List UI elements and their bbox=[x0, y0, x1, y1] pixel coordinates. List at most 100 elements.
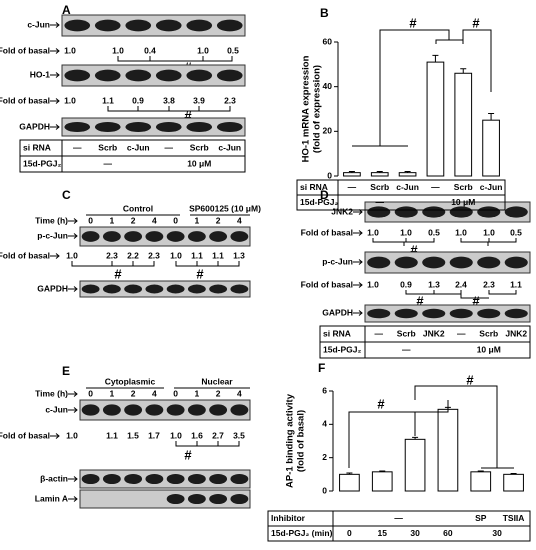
time-label: 1 bbox=[110, 388, 115, 398]
table-cell: 30 bbox=[492, 528, 502, 538]
arrow bbox=[50, 98, 60, 104]
fold-value: 1.0 bbox=[197, 45, 209, 55]
blot-band bbox=[145, 284, 164, 294]
fold-value: 2.3 bbox=[148, 250, 160, 260]
arrow bbox=[68, 233, 78, 239]
y-tick-label: 2 bbox=[322, 452, 327, 462]
row-label: JNK2 bbox=[331, 206, 353, 216]
y-axis-label: HO-1 mRNA expression bbox=[301, 55, 312, 162]
blot-band bbox=[166, 404, 185, 416]
significance-mark: # bbox=[377, 396, 385, 411]
blot-band bbox=[187, 473, 206, 485]
arrow bbox=[353, 259, 363, 265]
bracket bbox=[107, 106, 231, 112]
blot-band bbox=[209, 473, 228, 485]
blot-band bbox=[145, 231, 164, 242]
error-bar bbox=[348, 171, 355, 173]
blot-band bbox=[166, 284, 185, 294]
blot-band bbox=[230, 473, 249, 485]
panel-label: B bbox=[320, 6, 329, 20]
table-row-label: 15d-PGJ₂ bbox=[323, 344, 361, 354]
y-tick-label: 20 bbox=[323, 126, 333, 136]
blot-band bbox=[125, 69, 152, 82]
blot-band bbox=[102, 284, 121, 294]
blot-band bbox=[81, 231, 100, 242]
blot-band bbox=[422, 308, 446, 319]
blot-band bbox=[187, 231, 206, 242]
arrow bbox=[353, 310, 363, 316]
blot-band bbox=[230, 493, 249, 505]
blot-band bbox=[422, 256, 446, 269]
row-label: β-actin bbox=[40, 473, 68, 483]
time-label: 0 bbox=[88, 388, 93, 398]
arrow bbox=[353, 230, 363, 236]
table-cell: TSIIA bbox=[503, 513, 525, 523]
fold-value: 1.0 bbox=[64, 45, 76, 55]
blot-band bbox=[209, 404, 228, 416]
row-label: Fold of basal bbox=[0, 430, 50, 440]
y-axis-label: AP-1 binding activity bbox=[285, 393, 296, 488]
time-label: 4 bbox=[237, 388, 242, 398]
bar bbox=[343, 172, 361, 177]
bar bbox=[370, 172, 389, 177]
blot-band bbox=[449, 256, 473, 269]
blot bbox=[79, 280, 251, 298]
blot-band bbox=[230, 404, 249, 416]
bracket bbox=[117, 56, 233, 62]
arrow bbox=[50, 72, 60, 78]
blot-band bbox=[209, 284, 228, 294]
blot-band bbox=[477, 256, 501, 269]
table-cell: — bbox=[165, 142, 174, 152]
fold-value: 3.8 bbox=[163, 95, 175, 105]
significance-mark: # bbox=[409, 15, 417, 30]
group-label: Nuclear bbox=[201, 376, 233, 386]
error-bar bbox=[460, 68, 467, 74]
table-row-label: si RNA bbox=[300, 182, 328, 192]
table-cell: — bbox=[348, 182, 357, 192]
blot-band bbox=[94, 69, 121, 82]
table-cell: — bbox=[73, 142, 82, 152]
blot-band bbox=[187, 284, 206, 294]
bracket bbox=[348, 400, 449, 468]
blot-band bbox=[367, 308, 391, 319]
significance-mark: # bbox=[410, 242, 418, 257]
blot-band bbox=[186, 121, 213, 133]
error-bar bbox=[510, 473, 517, 475]
blot bbox=[79, 489, 251, 509]
table-cell: — bbox=[402, 344, 411, 354]
fold-value: 1.0 bbox=[400, 227, 412, 237]
bar bbox=[437, 408, 459, 492]
blot-band bbox=[230, 284, 249, 294]
blot-band bbox=[81, 284, 100, 294]
row-label: Fold of basal bbox=[301, 279, 353, 289]
fold-value: 1.1 bbox=[510, 279, 522, 289]
table-cell: Scrb bbox=[479, 328, 498, 338]
time-label: 4 bbox=[152, 215, 157, 225]
blot-band bbox=[504, 308, 528, 319]
table-cell: 0 bbox=[347, 528, 352, 538]
blot-band bbox=[166, 493, 185, 505]
error-bar bbox=[379, 470, 386, 472]
blot-band bbox=[125, 121, 152, 133]
time-label: 2 bbox=[131, 388, 136, 398]
fold-value: 1.0 bbox=[66, 250, 78, 260]
panel-label: E bbox=[62, 364, 70, 378]
time-label: 2 bbox=[216, 215, 221, 225]
fold-value: 0.9 bbox=[132, 95, 144, 105]
table-row-label: Inhibitor bbox=[271, 513, 306, 523]
bracket bbox=[352, 29, 464, 147]
fold-value: 0.5 bbox=[428, 227, 440, 237]
fold-value: 1.0 bbox=[483, 227, 495, 237]
table-cell: — bbox=[104, 158, 113, 168]
table-cell: — bbox=[457, 328, 466, 338]
fold-value: 2.3 bbox=[483, 279, 495, 289]
bar bbox=[426, 61, 445, 177]
table-cell: 10 μM bbox=[451, 197, 475, 207]
error-bar bbox=[346, 472, 353, 475]
blot-band bbox=[102, 231, 121, 242]
group-label: Cytoplasmic bbox=[105, 376, 156, 386]
significance-mark: # bbox=[184, 447, 192, 462]
bracket bbox=[414, 385, 514, 469]
arrow bbox=[50, 253, 60, 259]
